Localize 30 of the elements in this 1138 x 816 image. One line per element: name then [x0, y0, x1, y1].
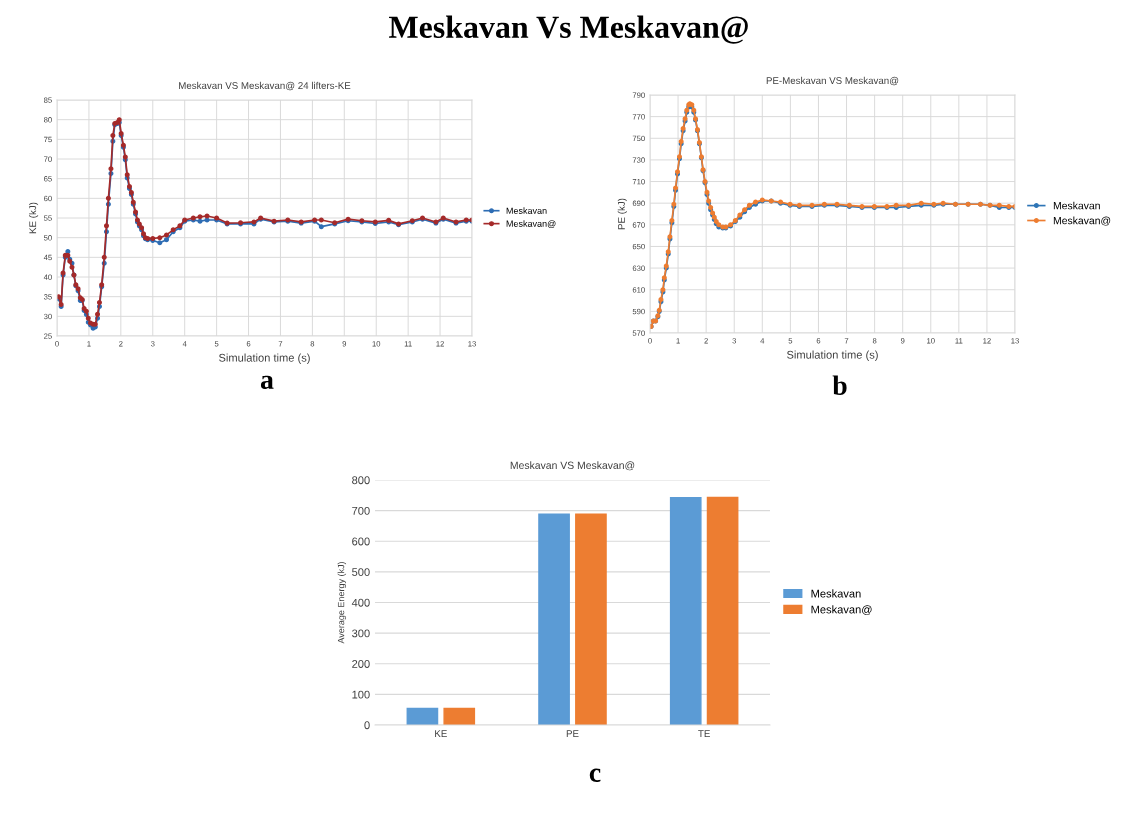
text: b	[832, 375, 847, 395]
y-tick-label: 500	[352, 568, 370, 577]
y-tick-label: 100	[352, 690, 370, 699]
legend-label: Meskavan	[811, 589, 861, 598]
legend-label: Meskavan@	[506, 220, 556, 229]
legend-label: Meskavan	[1053, 201, 1100, 210]
chart-title: Meskavan VS Meskavan@	[510, 461, 635, 471]
y-axis-title: PE (kJ)	[617, 198, 627, 230]
y-tick-label: 800	[352, 476, 370, 485]
y-axis-title: Average Energy (kJ)	[337, 561, 347, 644]
legend-label: Meskavan@	[1053, 216, 1111, 226]
legend-label: Meskavan@	[811, 605, 872, 615]
x-axis-title: Simulation time (s)	[219, 353, 310, 364]
y-tick-label: 400	[351, 598, 370, 607]
y-tick-label: 600	[352, 537, 370, 546]
y-tick-label: 700	[352, 506, 370, 515]
chart-title: Meskavan VS Meskavan@ 24 lifters-KE	[179, 81, 351, 91]
y-tick-label: 300	[352, 629, 370, 638]
text: a	[260, 375, 274, 389]
text: Meskavan Vs Meskavan@	[389, 15, 748, 44]
y-axis-title: KE (kJ)	[29, 202, 39, 234]
text: c	[589, 768, 601, 782]
x-tick-label: TE	[698, 730, 710, 737]
legend-label: Meskavan	[506, 207, 547, 214]
x-tick-label: PE	[566, 730, 579, 737]
y-tick-label: 200	[352, 660, 370, 668]
x-tick-label: KE	[435, 730, 447, 737]
x-axis-title: Simulation time (s)	[787, 350, 878, 361]
y-tick-label: 0	[364, 721, 370, 730]
chart-title: PE-Meskavan VS Meskavan@	[766, 76, 899, 86]
